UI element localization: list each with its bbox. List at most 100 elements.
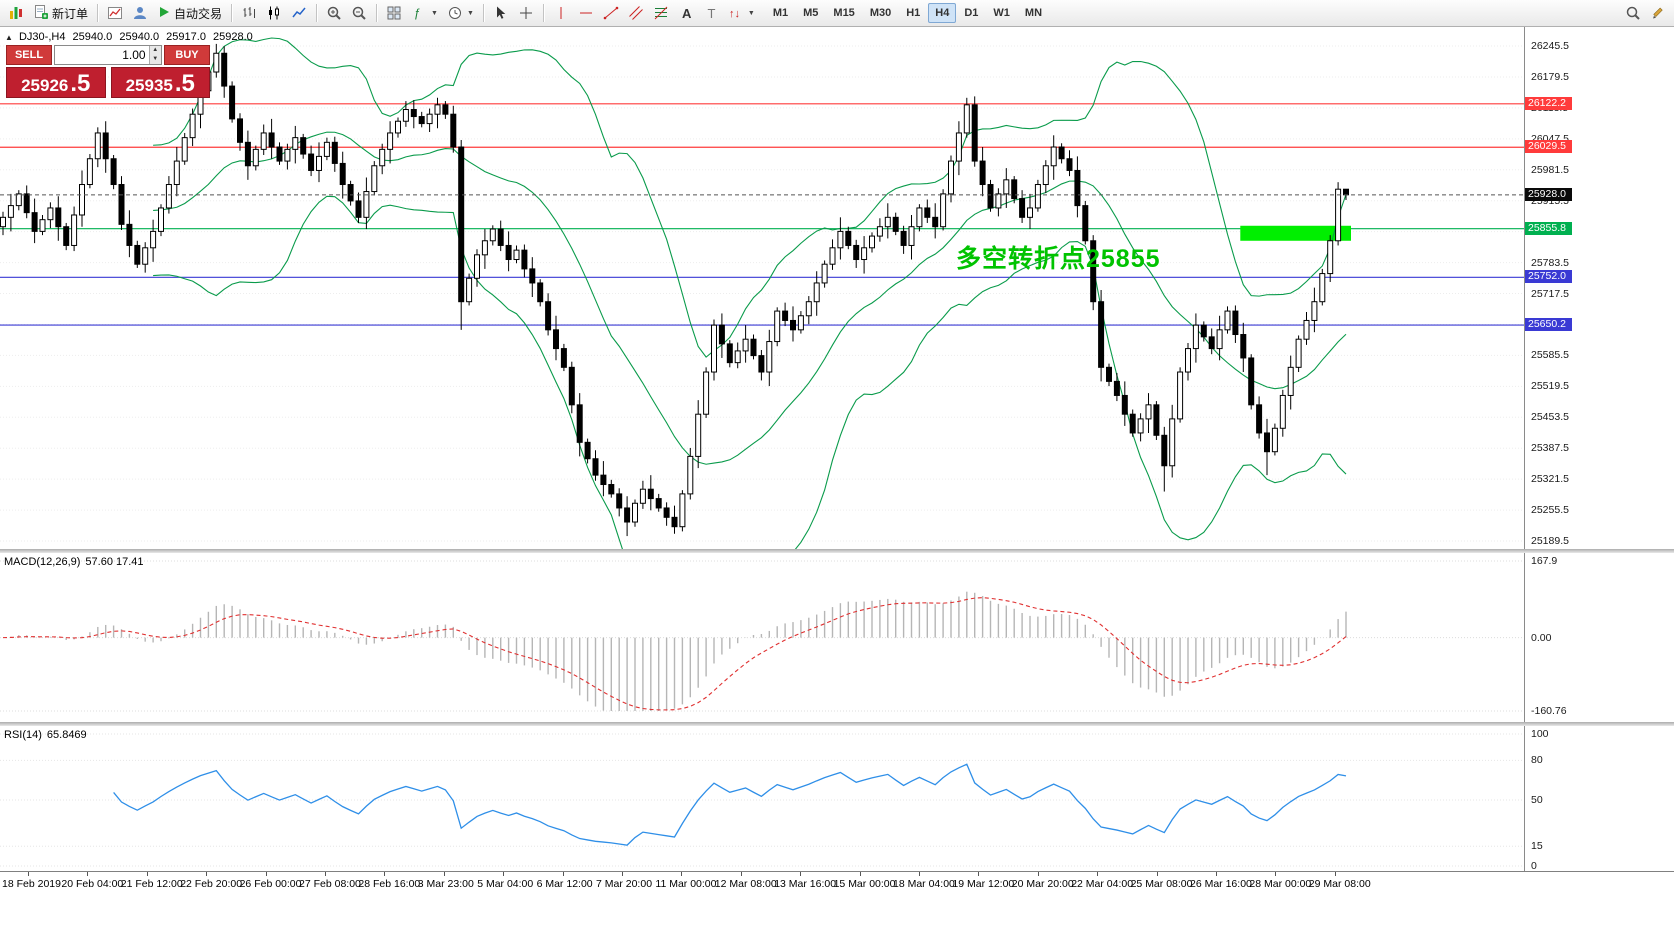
cursor-button[interactable] (489, 2, 513, 24)
lot-increment-button[interactable]: ▲ (149, 46, 161, 55)
horizontal-line-icon (579, 12, 592, 14)
periods-dropdown[interactable]: ▼ (443, 2, 478, 24)
sell-button[interactable]: SELL (6, 45, 52, 65)
crosshair-button[interactable] (514, 2, 538, 24)
open-value: 25940.0 (72, 31, 113, 43)
new-chart-icon (108, 7, 123, 19)
time-tick (146, 872, 148, 876)
bar-chart-button[interactable] (237, 2, 261, 24)
candlestick-chart-button[interactable] (262, 2, 286, 24)
toolbar-separator (97, 4, 99, 22)
rsi-tick: 80 (1531, 754, 1543, 767)
rsi-tick: 0 (1531, 860, 1537, 871)
dropdown-arrow-icon: ▼ (431, 9, 438, 17)
timeframe-mn[interactable]: MN (1024, 7, 1043, 19)
timeframe-d1[interactable]: D1 (964, 7, 979, 19)
toolbar-separator (542, 4, 544, 22)
dropdown-arrow-icon: ▼ (747, 9, 755, 17)
timeframe-m1[interactable]: M1 (772, 7, 789, 19)
price-scale[interactable]: 26245.526179.526113.526047.525981.525915… (1524, 27, 1674, 549)
text-tool[interactable]: A (674, 2, 698, 24)
macd-panel: 167.9 0.00 -160.76 MACD(12,26,9) 57.60 17.4… (0, 553, 1674, 722)
toolbar-separator (482, 4, 484, 22)
time-label: 18 Mar 04:00 (893, 878, 955, 890)
rsi-scale[interactable]: 100 80 50 15 0 (1524, 726, 1674, 871)
buy-price-display[interactable]: 25935 .5 (110, 67, 210, 98)
time-axis[interactable]: 18 Feb 2019 20 Feb 04:00 21 Feb 12:00 22 Fe… (0, 871, 1674, 949)
timeframe-m30[interactable]: M30 (869, 7, 892, 19)
autotrade-button[interactable]: 自动交易 (153, 2, 226, 24)
tile-windows-button[interactable] (382, 2, 406, 24)
timeframe-h1[interactable]: H1 (906, 7, 921, 19)
time-tick (740, 872, 742, 876)
macd-values: 57.60 17.41 (85, 556, 144, 568)
time-tick (1097, 872, 1099, 876)
zoom-in-button[interactable] (322, 2, 346, 24)
sell-price-display[interactable]: 25926 .5 (6, 67, 106, 98)
symbol-period-label: DJ30-,H4 (18, 31, 66, 43)
panel-splitter[interactable] (0, 722, 1674, 726)
buy-price-main: 25935 (125, 76, 173, 95)
time-tick (1037, 872, 1039, 876)
time-tick (443, 872, 445, 876)
horizontal-line-tool[interactable] (574, 2, 598, 24)
price-tag: 25752.0 (1525, 270, 1572, 284)
time-label: 18 Feb 2019 (2, 878, 61, 890)
arrows-tool-dropdown[interactable]: ↑↓ ▼ (724, 2, 759, 24)
time-tick (622, 872, 623, 876)
sell-price-main: 25926 (21, 76, 69, 95)
price-tick: 26179.5 (1531, 70, 1569, 83)
new-order-button[interactable]: 新订单 (29, 2, 92, 24)
lot-decrement-button[interactable]: ▼ (149, 55, 161, 64)
indicators-dropdown[interactable]: ƒ ▼ (407, 2, 442, 24)
time-label: 11 Mar 00:00 (655, 878, 717, 890)
close-value: 25928.0 (213, 31, 253, 43)
time-label: 12 Mar 08:00 (714, 878, 777, 890)
main-chart-plot[interactable] (0, 27, 1524, 549)
macd-tick: -160.76 (1531, 705, 1567, 717)
price-tick: 25189.5 (1531, 535, 1569, 547)
macd-plot[interactable] (0, 553, 1524, 722)
timeframe-m15[interactable]: M15 (833, 7, 855, 19)
zoom-out-button[interactable] (347, 2, 371, 24)
chart-workspace: 26245.526179.526113.526047.525981.525915… (0, 27, 1674, 949)
time-tick (87, 872, 89, 876)
svg-text:T: T (707, 6, 715, 21)
vertical-line-tool[interactable] (549, 2, 573, 24)
svg-text:↑↓: ↑↓ (729, 8, 740, 20)
lot-size-field: ▲ ▼ (54, 45, 162, 65)
time-label: 22 Mar 04:00 (1071, 878, 1134, 890)
edit-button[interactable] (1646, 2, 1670, 24)
time-label: 22 Feb 20:00 (180, 878, 243, 890)
rsi-plot[interactable] (0, 726, 1524, 871)
panel-splitter[interactable] (0, 549, 1674, 553)
label-tool[interactable]: T (699, 2, 723, 24)
price-tick: 25585.5 (1531, 349, 1569, 362)
buy-button[interactable]: BUY (164, 45, 210, 65)
bar-chart-icon (243, 7, 256, 18)
price-tick: 25717.5 (1531, 287, 1569, 300)
accounts-button[interactable] (128, 2, 152, 24)
macd-tick: 167.9 (1531, 555, 1558, 567)
line-chart-button[interactable] (287, 2, 311, 24)
time-tick (325, 872, 326, 876)
price-tag: 25650.2 (1525, 318, 1572, 332)
price-tag: 26029.5 (1525, 140, 1572, 154)
search-button[interactable] (1621, 2, 1645, 24)
timeframe-h4[interactable]: H4 (928, 3, 957, 23)
timeframe-w1[interactable]: W1 (993, 7, 1010, 19)
macd-scale[interactable]: 167.9 0.00 -160.76 (1524, 553, 1674, 722)
line-chart-icon (292, 7, 306, 18)
new-chart-button[interactable] (103, 2, 127, 24)
time-label: 29 Mar 08:00 (1308, 878, 1371, 890)
high-value: 25940.0 (119, 31, 160, 43)
text-icon: A (682, 6, 692, 21)
lot-size-input[interactable] (55, 46, 149, 64)
timeframe-m5[interactable]: M5 (803, 7, 819, 19)
channel-tool[interactable] (624, 2, 648, 24)
fibonacci-tool[interactable] (649, 2, 673, 24)
cursor-icon (496, 6, 506, 19)
trendline-tool[interactable] (599, 2, 623, 24)
one-click-toggle[interactable]: ▲ (5, 33, 13, 42)
clock-icon (448, 7, 461, 19)
